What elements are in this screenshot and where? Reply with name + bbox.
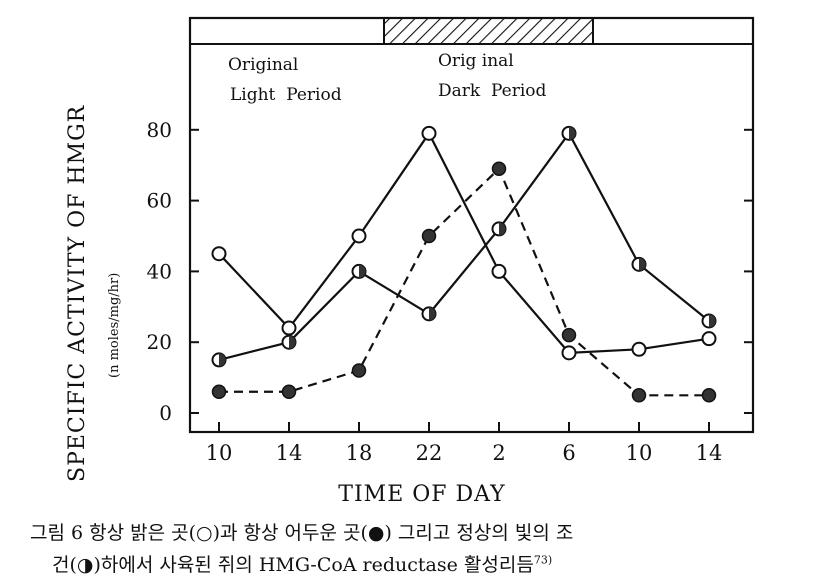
- caption-line-1: 그림 6 항상 밝은 곳(○)과 항상 어두운 곳(●) 그리고 정상의 빛의 …: [30, 518, 833, 545]
- data-point-filled: [491, 161, 507, 176]
- data-point-open: [421, 125, 437, 141]
- y-axis-label: SPECIFIC ACTIVITY OF HMGR: [65, 104, 90, 482]
- data-point-half-fill: [219, 353, 226, 367]
- data-point-half: [351, 263, 367, 279]
- data-point-open: [631, 341, 647, 357]
- y-axis-units: (n moles/mg/hr): [107, 273, 122, 378]
- x-tick-label: 10: [206, 441, 233, 465]
- data-point-open: [701, 331, 717, 347]
- data-point-half-fill: [429, 307, 436, 321]
- data-point-filled: [701, 388, 717, 403]
- data-point-half: [631, 256, 647, 272]
- data-point-half: [561, 125, 577, 141]
- data-point-filled: [631, 388, 647, 403]
- data-point-half-fill: [499, 222, 506, 236]
- y-tick-label: 80: [147, 118, 172, 142]
- data-point-half: [491, 221, 507, 237]
- x-tick-label: 2: [492, 441, 505, 465]
- dark-period-label-line1: Orig inal: [438, 51, 514, 71]
- data-point-open: [281, 320, 297, 336]
- caption-reference: 73): [533, 553, 553, 567]
- y-tick-label: 60: [147, 189, 172, 213]
- caption-line-2: 건(◑)하에서 사육된 쥐의 HMG-CoA reductase 활성리듬73): [52, 550, 833, 577]
- dark-period-bar: [383, 17, 594, 45]
- y-tick-label: 40: [147, 259, 172, 283]
- dark-period-label-line2: Dark Period: [438, 81, 547, 101]
- data-point-filled: [421, 228, 437, 244]
- x-axis-label: TIME OF DAY: [338, 482, 505, 507]
- light-period-label-line1: Original: [228, 55, 298, 75]
- data-point-open: [351, 228, 367, 244]
- data-point-half: [421, 306, 437, 322]
- data-point-open: [491, 263, 507, 279]
- light-period-label-line2: Light Period: [230, 85, 342, 105]
- series-line-3: [219, 166, 709, 397]
- data-point-filled: [211, 384, 227, 400]
- caption-text-1: 그림 6 항상 밝은 곳(○)과 항상 어두운 곳(●) 그리고 정상의 빛의 …: [30, 522, 574, 544]
- y-tick-label: 20: [147, 330, 172, 354]
- data-point-half-fill: [569, 126, 576, 140]
- data-point-half: [701, 313, 717, 329]
- x-tick-label: 14: [696, 441, 723, 465]
- data-point-half-fill: [359, 264, 366, 278]
- caption-text-2: 건(◑)하에서 사육된 쥐의 HMG-CoA reductase 활성리듬: [52, 554, 534, 576]
- data-point-half-fill: [289, 335, 296, 349]
- data-point-filled: [281, 384, 297, 400]
- data-point-open: [211, 246, 227, 262]
- x-tick-label: 6: [562, 441, 575, 465]
- data-point-half-fill: [709, 314, 716, 328]
- x-tick-label: 14: [276, 441, 303, 465]
- y-tick-label: 0: [159, 401, 172, 425]
- data-point-half-fill: [639, 257, 646, 271]
- series-line-1: [218, 131, 710, 354]
- data-point-half: [211, 352, 227, 368]
- data-point-open: [561, 345, 577, 361]
- data-point-filled: [351, 363, 367, 378]
- series-line-2: [218, 131, 710, 361]
- x-tick-label: 18: [346, 441, 373, 465]
- data-point-filled: [561, 327, 577, 343]
- x-tick-label: 10: [626, 441, 653, 465]
- x-tick-label: 22: [416, 441, 443, 465]
- data-point-half: [281, 334, 297, 350]
